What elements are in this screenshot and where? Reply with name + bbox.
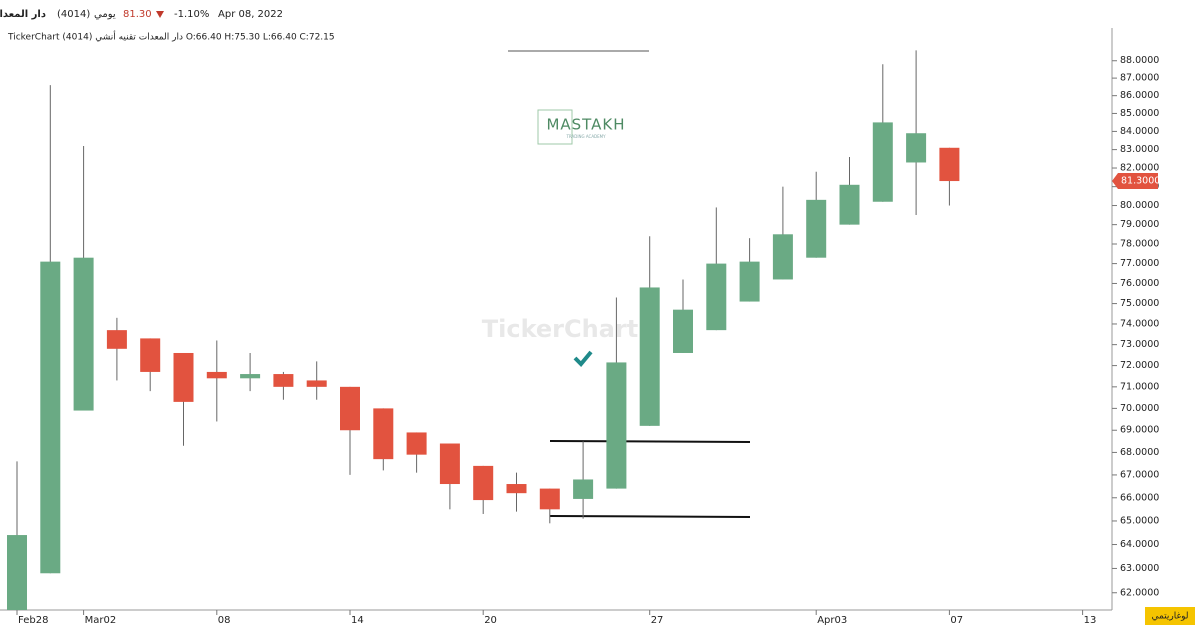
support-line [549, 515, 751, 518]
y-tick-label: 62.0000 [1120, 587, 1159, 598]
candle-body [306, 380, 327, 387]
symbol-name: دار المعدات [0, 9, 46, 20]
scale-badge [1145, 607, 1195, 625]
symbol-code: (4014) [57, 9, 90, 20]
candle-body [173, 352, 194, 402]
y-tick-label: 88.0000 [1120, 55, 1159, 66]
candle-body [573, 479, 594, 499]
scale-label: لوغاريتمي [1151, 612, 1188, 622]
y-tick-label: 74.0000 [1120, 318, 1159, 329]
y-tick-label: 85.0000 [1120, 108, 1159, 119]
y-tick-label: 66.0000 [1120, 492, 1159, 503]
candle-body [73, 257, 94, 411]
last-price-tag [1112, 173, 1158, 190]
candle-body [240, 374, 261, 379]
x-tick-label: 20 [484, 615, 497, 626]
candle-body [939, 147, 960, 182]
candle-body [340, 386, 360, 431]
logo: MASTAKH TRADING ACADEMY [537, 109, 625, 145]
y-tick-label: 80.0000 [1120, 200, 1159, 211]
date: Apr 08, 2022 [218, 9, 283, 20]
candle-body [839, 184, 860, 225]
candle-body [906, 133, 927, 163]
check-mark [573, 350, 593, 367]
y-tick-label: 83.0000 [1120, 144, 1159, 155]
candle-body [40, 261, 61, 574]
candle-body [140, 338, 161, 372]
x-tick-label: 07 [950, 615, 963, 626]
candle-body [606, 362, 627, 489]
y-tick-label: 72.0000 [1120, 360, 1159, 371]
x-tick-label: Mar02 [85, 615, 117, 626]
y-tick-label: 67.0000 [1120, 469, 1159, 480]
last-price-label: 81.3000 [1121, 176, 1160, 187]
y-tick-label: 87.0000 [1120, 73, 1159, 84]
y-tick-label: 63.0000 [1120, 563, 1159, 574]
x-tick-label: 08 [218, 615, 231, 626]
candle-body [439, 443, 460, 485]
candle-body [639, 287, 660, 426]
y-tick-label: 70.0000 [1120, 403, 1159, 414]
candle-body [806, 199, 827, 258]
candle-body [673, 309, 693, 353]
x-tick-label: 27 [651, 615, 664, 626]
watermark: TickerChart [482, 315, 638, 343]
y-tick-label: 64.0000 [1120, 539, 1159, 550]
candle-body [406, 432, 427, 455]
candle-body [373, 408, 394, 460]
y-tick-label: 79.0000 [1120, 219, 1159, 230]
y-tick-label: 65.0000 [1120, 515, 1159, 526]
x-tick-label: Feb28 [18, 615, 48, 626]
logo-text: MASTAKH [546, 116, 625, 134]
y-tick-label: 68.0000 [1120, 447, 1159, 458]
candle-body [772, 234, 793, 280]
y-tick-label: 84.0000 [1120, 126, 1159, 137]
x-tick-label: 13 [1084, 615, 1097, 626]
logo-box [537, 109, 573, 145]
logo-sub: TRADING ACADEMY [565, 134, 606, 139]
candle-body [872, 122, 893, 202]
y-tick-label: 69.0000 [1120, 425, 1159, 436]
y-tick-label: 75.0000 [1120, 298, 1159, 309]
candle-body [206, 371, 227, 379]
x-tick-label: 14 [351, 615, 364, 626]
y-tick-label: 82.0000 [1120, 163, 1159, 174]
y-tick-label: 71.0000 [1120, 381, 1159, 392]
ohlc-info: TickerChart دار المعدات تقنيه أنشي (4014… [7, 31, 335, 43]
y-tick-label: 73.0000 [1120, 339, 1159, 350]
y-tick-label: 78.0000 [1120, 238, 1159, 249]
y-tick-label: 76.0000 [1120, 278, 1159, 289]
candle-body [473, 465, 494, 501]
x-tick-label: Apr03 [817, 615, 847, 626]
candle-body [706, 263, 727, 331]
price: 81.30 [123, 9, 152, 20]
candle-body [106, 330, 127, 349]
period: يومي [94, 9, 116, 20]
candle-body [739, 261, 760, 302]
candle-body [273, 374, 294, 387]
down-arrow [156, 11, 164, 18]
y-tick-label: 77.0000 [1120, 258, 1159, 269]
y-tick-label: 86.0000 [1120, 90, 1159, 101]
candle-body [506, 484, 527, 494]
resistance-line [549, 440, 751, 443]
candle-body [7, 535, 27, 610]
candle-body [539, 488, 560, 510]
change: -1.10% [174, 9, 209, 20]
